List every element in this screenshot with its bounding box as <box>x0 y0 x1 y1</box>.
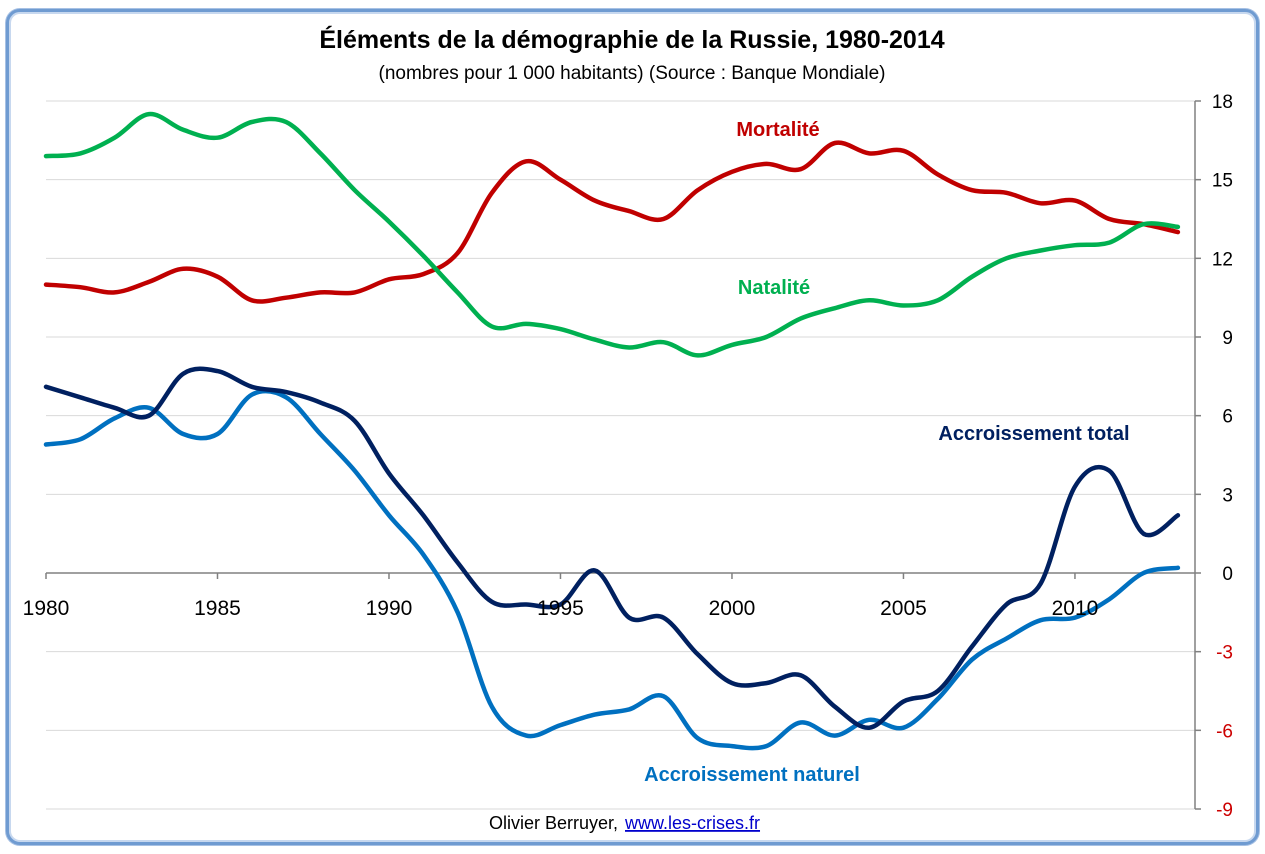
label-accroissement-total: Accroissement total <box>938 423 1129 445</box>
series-line-accroissement-naturel <box>43 388 1181 751</box>
x-tick-labels: 1980 1985 1990 1995 2000 2005 2010 <box>23 597 1099 620</box>
x-tick-label: 1980 <box>23 597 70 620</box>
label-accroissement-naturel: Accroissement naturel <box>644 764 860 786</box>
y-tick-labels: 18 15 12 9 6 3 0 -3 -6 -9 <box>1212 92 1233 821</box>
y-tick-label: -6 <box>1216 721 1233 742</box>
series-lines <box>43 111 1181 751</box>
label-natalite: Natalité <box>738 277 810 299</box>
y-tick-label: 18 <box>1212 92 1233 113</box>
series-line-mortalit- <box>43 140 1181 304</box>
x-tick-label: 2010 <box>1052 597 1099 620</box>
chart-title: Éléments de la démographie de la Russie,… <box>319 25 944 54</box>
y-tick-label: 6 <box>1222 407 1233 428</box>
y-tick-label: 9 <box>1222 328 1233 349</box>
label-mortalite: Mortalité <box>736 119 819 141</box>
y-tick-label: 15 <box>1212 171 1233 192</box>
credit-author: Olivier Berruyer, <box>489 813 618 833</box>
y-tick-label: 0 <box>1222 564 1233 585</box>
axes <box>45 100 1201 810</box>
y-tick-label: 12 <box>1212 249 1233 270</box>
x-tick-label: 1985 <box>194 597 241 620</box>
chart-subtitle: (nombres pour 1 000 habitants) (Source :… <box>379 63 886 84</box>
x-tick-label: 2000 <box>709 597 756 620</box>
y-tick-label: 3 <box>1222 485 1233 506</box>
x-tick-label: 1990 <box>366 597 413 620</box>
y-tick-label: -9 <box>1216 800 1233 821</box>
series-line-natalit- <box>43 111 1181 358</box>
credit-link[interactable]: www.les-crises.fr <box>624 813 760 833</box>
series-line-accroissement-total <box>43 366 1181 730</box>
x-tick-label: 2005 <box>880 597 927 620</box>
y-tick-label: -3 <box>1216 643 1233 664</box>
x-tick-label: 1995 <box>537 597 584 620</box>
